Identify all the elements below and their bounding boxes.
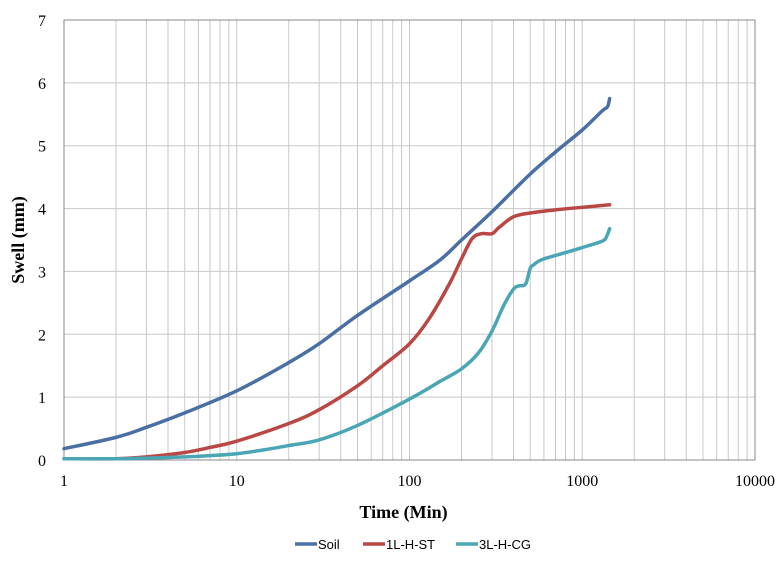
legend: Soil 1L-H-ST 3L-H-CG (295, 537, 531, 552)
series-group (62, 96, 612, 461)
legend-label: Soil (318, 537, 340, 552)
x-axis-title: Time (Min) (359, 502, 447, 523)
y-tick-label: 6 (38, 76, 46, 93)
y-tick-label: 0 (38, 453, 46, 470)
series-line-soil (62, 96, 612, 451)
y-tick-label: 5 (38, 139, 46, 156)
y-axis-ticks: 0 1 2 3 4 5 6 7 (38, 13, 46, 470)
y-tick-label: 3 (38, 264, 46, 281)
series-line-1l-h-st (62, 203, 612, 461)
x-tick-label: 10 (229, 473, 245, 490)
y-axis-title: Swell (mm) (8, 196, 29, 283)
x-tick-label: 1000 (566, 473, 598, 490)
y-tick-label: 7 (38, 13, 46, 30)
series-line-3l-h-cg (62, 226, 612, 461)
x-axis-ticks: 1 10 100 1000 10000 (60, 473, 775, 490)
y-tick-label: 2 (38, 327, 46, 344)
y-tick-label: 1 (38, 390, 46, 407)
x-tick-label: 1 (60, 473, 68, 490)
plot-area (63, 19, 756, 461)
x-tick-label: 10000 (735, 473, 775, 490)
x-tick-label: 100 (398, 473, 422, 490)
legend-label: 3L-H-CG (479, 537, 531, 552)
y-tick-label: 4 (38, 202, 46, 219)
grid (64, 19, 755, 460)
legend-label: 1L-H-ST (386, 537, 435, 552)
